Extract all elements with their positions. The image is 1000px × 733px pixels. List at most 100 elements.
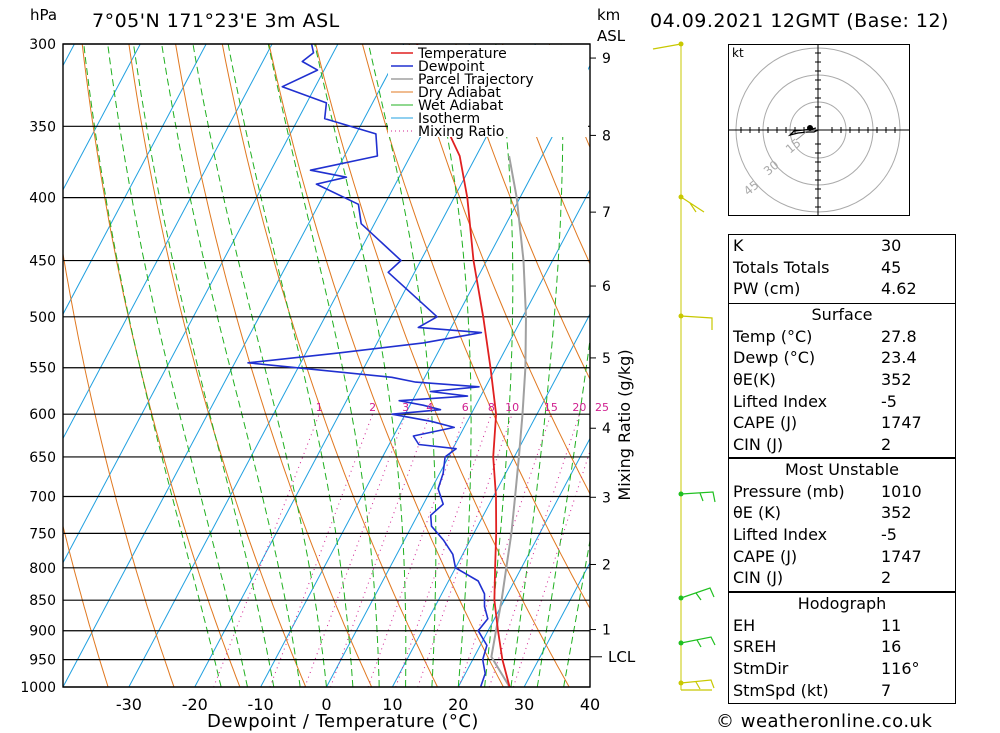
eh-value: 11	[881, 615, 902, 635]
pressure-tick-label: 600	[29, 407, 56, 423]
mixing-ratio-line	[417, 414, 513, 687]
mixing-ratio-label: 3	[402, 401, 409, 414]
wind-barb	[680, 587, 715, 601]
eh-label: EH	[733, 615, 756, 635]
pressure-tick-label: 950	[29, 653, 56, 669]
dry-adiabat-line	[63, 523, 109, 687]
km-tick-label: 7	[602, 205, 611, 221]
legend-dry-adiabat: Dry Adiabat	[418, 85, 501, 101]
surface-dewp-value: 23.4	[881, 348, 917, 368]
mixing-ratio-label: 8	[488, 401, 495, 414]
pressure-tick-label: 700	[29, 490, 56, 506]
dewpoint-profile	[247, 44, 489, 687]
dry-adiabat-line	[502, 44, 590, 266]
surface-dewp-row: Dewp (°C) 23.4	[729, 347, 955, 369]
temperature-tick-label: 30	[514, 695, 534, 714]
surface-title: Surface	[811, 305, 873, 324]
wind-barb	[680, 315, 713, 330]
stmspd-label: StmSpd (kt)	[733, 680, 829, 700]
dry-adiabat-line	[0, 44, 50, 713]
temperature-tick-label: 20	[448, 695, 468, 714]
dry-adiabat-line	[128, 44, 307, 687]
isotherm-line	[128, 44, 471, 687]
mu-cape-row: CAPE (J) 1747	[729, 546, 955, 568]
wind-barb-dot	[678, 491, 684, 497]
surface-li-value: -5	[881, 391, 897, 411]
sreh-value: 16	[881, 637, 902, 657]
isotherm-line	[63, 44, 405, 687]
hodograph-table: Hodograph EH 11 SREH 16 StmDir 116° StmSpd …	[728, 592, 956, 704]
sreh-label: SREH	[733, 637, 777, 657]
mixing-ratio-label: 10	[505, 401, 519, 414]
mu-pressure-value: 1010	[881, 481, 922, 501]
isotherm-line	[523, 561, 590, 687]
wind-barb	[680, 636, 716, 648]
stmdir-label: StmDir	[733, 659, 789, 679]
wet-adiabat-line	[107, 44, 248, 687]
totals-totals-label: Totals Totals	[733, 257, 830, 277]
k-index-label: K	[733, 236, 744, 255]
temperature-tick-label: -10	[248, 695, 274, 714]
legend-mixing-ratio: Mixing Ratio	[418, 124, 504, 140]
pressure-tick-label: 1000	[20, 680, 56, 696]
km-tick-label: 9	[602, 51, 611, 67]
mixing-ratio-label: 25	[595, 401, 609, 414]
wet-adiabat-line	[83, 44, 222, 687]
mu-cin-label: CIN (J)	[733, 568, 784, 588]
km-tick-label: 5	[602, 351, 611, 367]
dry-adiabat-line	[970, 44, 1000, 713]
site-credit[interactable]: © weatheronline.co.uk	[716, 711, 933, 732]
km-tick-label: 8	[602, 128, 611, 144]
asl-axis-unit: ASL	[597, 27, 626, 45]
surface-cape-value: 1747	[881, 413, 922, 433]
mixing-ratio-line	[304, 414, 407, 687]
hodograph-table-title: Hodograph	[797, 594, 887, 613]
isotherm-line	[0, 44, 9, 687]
mixing-ratio-line	[213, 414, 320, 687]
mixing-ratio-label: 1	[316, 401, 323, 414]
mu-cin-row: CIN (J) 2	[729, 567, 955, 589]
legend-temperature: Temperature	[417, 46, 507, 62]
wind-barb	[680, 196, 705, 213]
dry-adiabat-line	[63, 250, 175, 687]
km-tick-label: 3	[602, 490, 611, 506]
isotherm-line	[63, 44, 207, 316]
km-tick-label: 4	[602, 421, 611, 437]
surface-theta-row: θE(K) 352	[729, 369, 955, 391]
pressure-tick-label: 350	[29, 119, 56, 135]
hodograph-storm-motion	[807, 125, 813, 131]
plot-frame	[62, 43, 591, 688]
mixing-ratio-label: 6	[462, 401, 469, 414]
dry-adiabat-line	[455, 44, 590, 381]
temperature-tick-label: 10	[382, 695, 402, 714]
pressure-tick-label: 300	[29, 37, 56, 53]
pressure-tick-label: 850	[29, 593, 56, 609]
hodograph-unit: kt	[732, 46, 744, 60]
totals-totals-row: Totals Totals 45	[729, 257, 955, 279]
dry-adiabat-line	[175, 44, 373, 687]
wind-barb-dot	[678, 41, 684, 47]
mixing-ratio-line	[458, 414, 552, 687]
km-tick-label: 6	[602, 279, 611, 295]
mixing-ratio-line	[488, 414, 580, 687]
datetime-title: 04.09.2021 12GMT (Base: 12)	[650, 10, 949, 32]
wind-barb-dot	[678, 313, 684, 319]
hodograph-trace-upper	[795, 131, 807, 141]
mu-li-row: Lifted Index -5	[729, 524, 955, 546]
k-index-row: K 30	[729, 235, 955, 257]
surface-cape-row: CAPE (J) 1747	[729, 412, 955, 434]
wind-barb	[680, 679, 715, 691]
mu-li-label: Lifted Index	[733, 525, 828, 545]
surface-temp-value: 27.8	[881, 326, 917, 346]
sreh-row: SREH 16	[729, 636, 955, 658]
mu-pressure-label: Pressure (mb)	[733, 481, 845, 501]
mu-pressure-row: Pressure (mb) 1010	[729, 481, 955, 503]
mixing-ratio-label: 2	[369, 401, 376, 414]
pressure-tick-label: 400	[29, 191, 56, 207]
legend-wet-adiabat: Wet Adiabat	[418, 98, 504, 114]
mu-theta-value: 352	[881, 503, 912, 523]
legend-parcel: Parcel Trajectory	[418, 72, 534, 88]
wet-adiabat-line	[314, 44, 407, 687]
mu-theta-label: θE (K)	[733, 503, 781, 523]
